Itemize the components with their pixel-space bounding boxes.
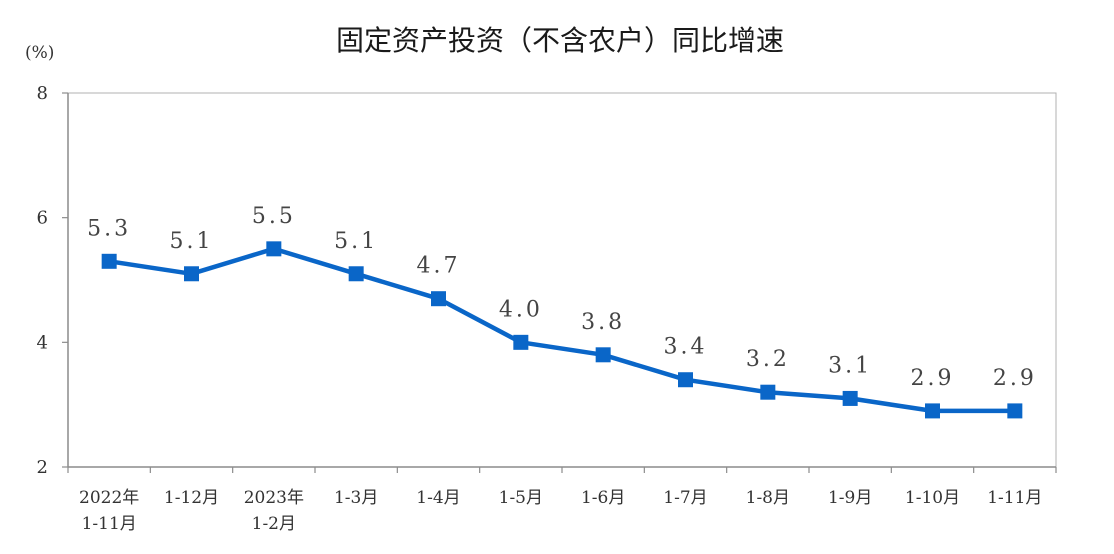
data-point-marker (266, 241, 282, 257)
data-label: 5.1 (170, 229, 214, 254)
data-label: 4.7 (417, 254, 461, 279)
data-point-marker (101, 253, 117, 269)
data-point-marker (925, 403, 940, 419)
x-tick-label: 1-7月 (663, 488, 707, 508)
data-label: 5.5 (252, 204, 296, 229)
x-tick-label: 1-12月 (164, 488, 219, 508)
series (101, 241, 1023, 419)
data-labels: 5.3 5.1 5.5 5.1 4.7 4.0 3.8 3.4 3.2 3.1 2.9 2.9 (87, 204, 1037, 391)
series-line (106, 246, 1018, 414)
y-tick-label: 4 (37, 332, 48, 353)
data-label: 4.0 (499, 297, 543, 322)
data-point-marker (678, 372, 693, 388)
x-tick-label: 1-3月 (334, 488, 378, 508)
data-label: 2.9 (993, 366, 1037, 391)
x-tick-label: 1-10月 (905, 488, 960, 508)
data-label: 5.3 (87, 216, 131, 241)
data-label: 3.1 (828, 353, 872, 378)
data-label: 2.9 (911, 366, 955, 391)
data-label: 3.2 (746, 347, 790, 372)
plot-frame (67, 92, 1057, 468)
x-tick-label: 1-4月 (416, 488, 460, 508)
x-tick-label: 1-2月 (252, 514, 296, 534)
data-point-marker (842, 390, 858, 406)
axes (62, 92, 1057, 473)
y-tick-label: 8 (37, 83, 48, 104)
data-point-marker (348, 266, 364, 282)
x-tick-label: 1-9月 (828, 488, 872, 508)
data-point-marker (1007, 403, 1023, 419)
x-tick-label: 2022年 (79, 488, 139, 508)
y-tick-label: 6 (37, 208, 48, 229)
y-axis-unit: (%) (25, 43, 54, 63)
data-label: 5.1 (334, 229, 378, 254)
x-tick-label: 1-5月 (499, 488, 543, 508)
y-tick-labels: 2 4 6 8 (37, 83, 48, 478)
x-tick-label: 1-11月 (82, 514, 137, 534)
chart-title: 固定资产投资（不含农户）同比增速 (336, 24, 784, 57)
data-label: 3.8 (581, 310, 625, 335)
data-point-marker (184, 266, 199, 282)
x-tick-label: 2023年 (244, 488, 304, 508)
x-tick-label: 1-6月 (581, 488, 625, 508)
x-tick-label: 1-11月 (987, 488, 1042, 508)
data-point-marker (431, 291, 446, 307)
y-tick-label: 2 (37, 457, 48, 478)
x-tick-label: 1-8月 (746, 488, 790, 508)
data-label: 3.4 (664, 335, 708, 360)
data-point-marker (513, 334, 529, 350)
data-point-marker (595, 347, 611, 363)
x-tick-labels: 2022年 1-11月 1-12月 2023年 1-2月 1-3月 1-4月 1-5月 1-6月… (79, 488, 1042, 534)
data-point-marker (760, 384, 776, 400)
